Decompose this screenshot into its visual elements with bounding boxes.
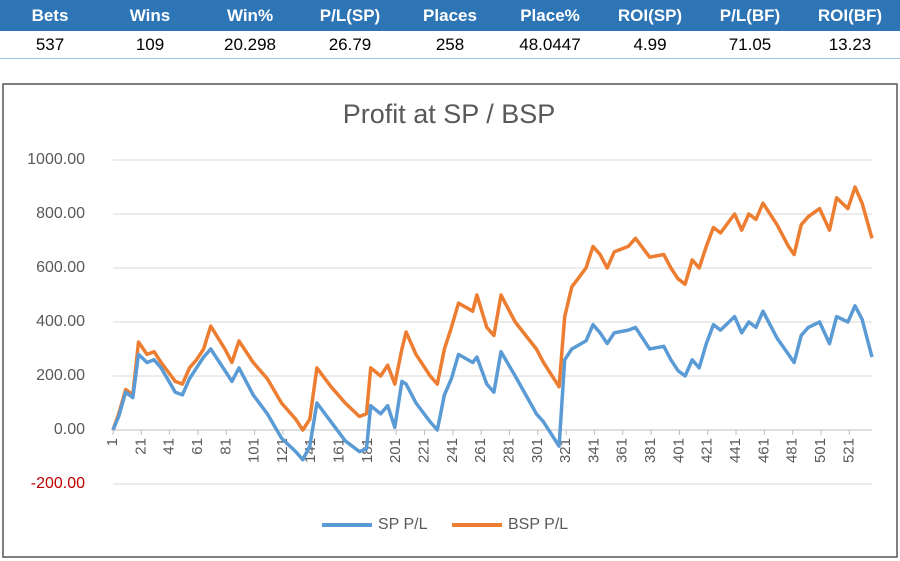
x-tick-label: 221 — [415, 438, 432, 463]
x-tick-label: 201 — [387, 438, 404, 463]
chart-frame — [2, 83, 898, 558]
x-tick-label: 421 — [699, 438, 716, 463]
x-tick-label: 521 — [840, 438, 857, 463]
table-cell: 48.0447 — [500, 31, 600, 59]
header-cell: Wins — [100, 0, 200, 31]
table-header: Bets Wins Win% P/L(SP) Places Place% ROI(SP) P/… — [0, 0, 900, 31]
table-cell: 258 — [400, 31, 500, 59]
x-tick-label: 461 — [755, 438, 772, 463]
x-tick-label: 481 — [784, 438, 801, 463]
y-tick-label: 1000.00 — [27, 151, 85, 168]
x-tick-label: 241 — [444, 438, 461, 463]
x-tick-label: 81 — [217, 438, 234, 455]
x-tick-label: 401 — [670, 438, 687, 463]
line-series — [111, 304, 874, 462]
x-tick-label: 121 — [274, 438, 291, 463]
x-tick-label: 341 — [585, 438, 602, 463]
y-tick-label: 0.00 — [54, 421, 85, 438]
x-tick-label: 141 — [302, 438, 319, 463]
x-tick-label: 1 — [104, 438, 121, 446]
x-tick-label: 181 — [359, 438, 376, 463]
table-cell: 26.79 — [300, 31, 400, 59]
table-cell: 537 — [0, 31, 100, 59]
table-cell: 109 — [100, 31, 200, 59]
legend-label: BSP P/L — [508, 516, 568, 533]
x-tick-label: 321 — [557, 438, 574, 463]
chart-title: Profit at SP / BSP — [343, 99, 556, 129]
x-tick-label: 361 — [614, 438, 631, 463]
header-cell: ROI(BF) — [800, 0, 900, 31]
table-cell: 20.298 — [200, 31, 300, 59]
table-row: 537 109 20.298 26.79 258 48.0447 4.99 71.05 13.2… — [0, 31, 900, 59]
header-cell: Win% — [200, 0, 300, 31]
header-cell: P/L(SP) — [300, 0, 400, 31]
y-tick-label: 800.00 — [36, 205, 85, 222]
legend-label: SP P/L — [378, 516, 428, 533]
x-tick-label: 501 — [812, 438, 829, 463]
x-tick-label: 261 — [472, 438, 489, 463]
header-cell: Place% — [500, 0, 600, 31]
x-tick-label: 381 — [642, 438, 659, 463]
y-tick-label: 200.00 — [36, 367, 85, 384]
header-cell: P/L(BF) — [700, 0, 800, 31]
x-tick-label: 41 — [161, 438, 178, 455]
stats-table: Bets Wins Win% P/L(SP) Places Place% ROI(SP) P/… — [0, 0, 900, 59]
y-tick-label: 600.00 — [36, 259, 85, 276]
x-tick-label: 101 — [246, 438, 263, 463]
y-tick-label: -200.00 — [31, 475, 85, 492]
header-cell: ROI(SP) — [600, 0, 700, 31]
x-tick-label: 301 — [529, 438, 546, 463]
y-tick-label: 400.00 — [36, 313, 85, 330]
x-tick-label: 441 — [727, 438, 744, 463]
header-cell: Places — [400, 0, 500, 31]
header-cell: Bets — [0, 0, 100, 31]
table-cell: 13.23 — [800, 31, 900, 59]
x-tick-label: 61 — [189, 438, 206, 455]
x-tick-label: 161 — [331, 438, 348, 463]
x-tick-label: 281 — [500, 438, 517, 463]
x-tick-label: 21 — [132, 438, 149, 455]
table-cell: 71.05 — [700, 31, 800, 59]
table-cell: 4.99 — [600, 31, 700, 59]
line-series — [111, 185, 874, 432]
